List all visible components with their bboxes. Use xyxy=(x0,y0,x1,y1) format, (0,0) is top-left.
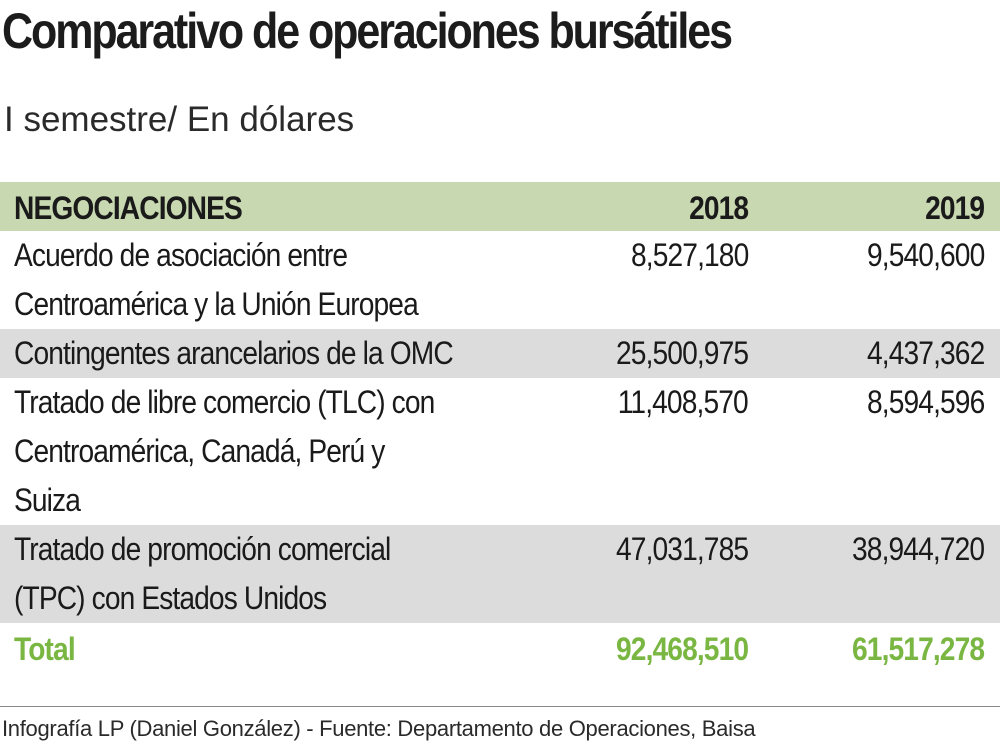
row-label: Acuerdo de asociación entre Centroaméric… xyxy=(14,237,419,322)
total-label: Total xyxy=(14,631,76,667)
row-value-2019: 38,944,720 xyxy=(851,531,985,567)
table-row: Acuerdo de asociación entre Centroaméric… xyxy=(0,231,1000,329)
data-table: NEGOCIACIONES 2018 2019 Acuerdo de asoci… xyxy=(0,182,1000,675)
header-2018: 2018 xyxy=(688,190,749,226)
row-label: Tratado de promoción comercial (TPC) con… xyxy=(14,531,391,616)
footer-divider xyxy=(0,706,1000,707)
table-header-row: NEGOCIACIONES 2018 2019 xyxy=(0,182,1000,231)
table-row: Tratado de libre comercio (TLC) con Cent… xyxy=(0,378,1000,525)
total-value-2018: 92,468,510 xyxy=(615,631,749,667)
page-title: Comparativo de operaciones bursátiles xyxy=(2,3,733,59)
row-value-2018: 11,408,570 xyxy=(617,384,749,420)
table-row: Tratado de promoción comercial (TPC) con… xyxy=(0,525,1000,623)
row-label: Contingentes arancelarios de la OMC xyxy=(14,335,454,371)
table-row: Contingentes arancelarios de la OMC 25,5… xyxy=(0,329,1000,378)
row-value-2018: 25,500,975 xyxy=(615,335,749,371)
table-total-row: Total 92,468,510 61,517,278 xyxy=(0,623,1000,675)
row-value-2019: 8,594,596 xyxy=(866,384,985,420)
row-value-2018: 8,527,180 xyxy=(630,237,749,273)
row-value-2019: 4,437,362 xyxy=(866,335,985,371)
row-label: Tratado de libre comercio (TLC) con Cent… xyxy=(14,384,435,518)
header-negociaciones: NEGOCIACIONES xyxy=(14,190,243,226)
row-value-2019: 9,540,600 xyxy=(866,237,985,273)
total-value-2019: 61,517,278 xyxy=(851,631,985,667)
row-value-2018: 47,031,785 xyxy=(615,531,749,567)
page-subtitle: I semestre/ En dólares xyxy=(4,100,355,139)
source-footer: Infografía LP (Daniel González) - Fuente… xyxy=(2,716,756,741)
header-2019: 2019 xyxy=(924,190,985,226)
